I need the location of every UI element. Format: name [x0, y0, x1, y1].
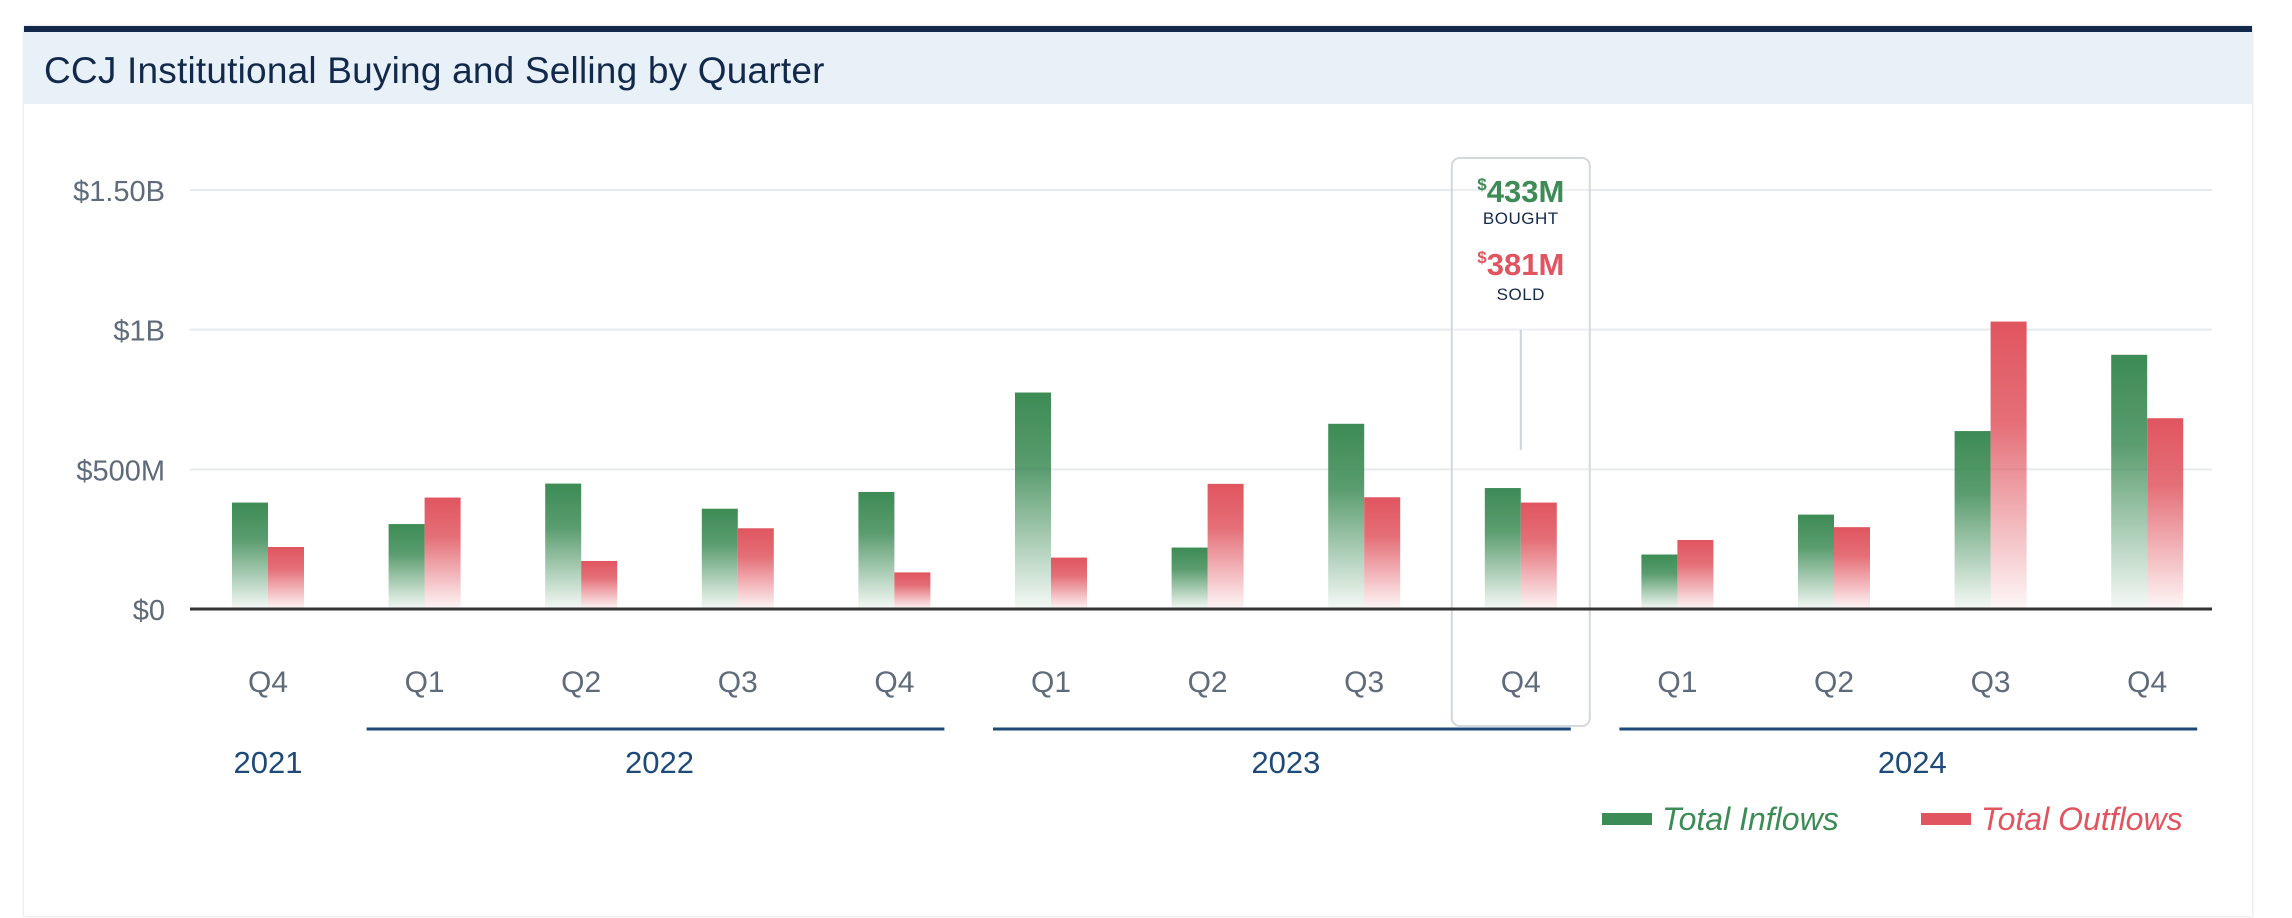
tooltip-bought-value: $433M: [1477, 174, 1564, 209]
y-axis-ticks: $0 $500M $1B $1.50B: [73, 176, 165, 627]
outflow-bar: [894, 572, 931, 609]
outflow-bar: [268, 546, 304, 609]
highlight-column: [1450, 157, 1591, 727]
outflow-bar: [1677, 540, 1714, 609]
y-tick-label: $500M: [76, 455, 165, 487]
inflow-bar: [1171, 547, 1208, 609]
inflow-bar: [1015, 392, 1051, 609]
inflow-bar: [1954, 431, 1991, 609]
outflow-bar: [737, 528, 774, 609]
year-label: 2022: [625, 745, 694, 780]
tooltip-bought-label: BOUGHT: [1483, 209, 1559, 228]
quarter-label: Q3: [1344, 666, 1384, 699]
outflow-bar: [581, 560, 618, 609]
inflow-bar: [388, 524, 425, 609]
inflow-bar: [701, 508, 738, 609]
inflow-bar: [2111, 354, 2148, 609]
quarter-label: Q2: [561, 666, 601, 699]
outflow-bar: [1364, 497, 1401, 609]
inflow-bar: [1641, 554, 1678, 609]
chart-card: CCJ Institutional Buying and Selling by …: [24, 26, 2252, 916]
quarter-label: Q2: [1814, 666, 1854, 699]
inflow-bar: [858, 491, 895, 609]
inflow-bar: [545, 483, 582, 609]
legend-outflow-label: Total Outflows: [1981, 801, 2183, 837]
legend: Total Inflows Total Outflows: [1602, 801, 2183, 837]
year-groups: 2021 2022 2023 2024: [234, 727, 2198, 780]
quarter-label: Q1: [1657, 666, 1697, 699]
outflow-bar: [1520, 502, 1557, 609]
outflow-bar: [424, 497, 461, 609]
legend-inflow-label: Total Inflows: [1662, 801, 1839, 837]
card-header: CCJ Institutional Buying and Selling by …: [24, 32, 2252, 104]
outflow-bar: [2147, 418, 2184, 609]
legend-outflow-swatch: [1921, 813, 1971, 825]
outflow-bar: [1051, 557, 1087, 609]
year-label: 2023: [1251, 745, 1320, 780]
outflow-bar: [1207, 483, 1244, 609]
inflow-bar: [1798, 514, 1834, 609]
year-label: 2024: [1878, 745, 1947, 780]
year-label: 2021: [234, 745, 303, 780]
tooltip-sold-label: SOLD: [1497, 285, 1545, 304]
inflow-bar: [1484, 488, 1521, 609]
y-tick-label: $0: [133, 595, 165, 627]
quarter-label: Q2: [1188, 666, 1228, 699]
x-axis-labels: Q4 Q1 Q2 Q3 Q4 Q1 Q2 Q3 Q4 Q1 Q2 Q3 Q4: [248, 666, 2167, 699]
quarter-label: Q4: [248, 666, 288, 699]
quarter-label: Q4: [1501, 666, 1541, 699]
tooltip-sold-value: $381M: [1477, 247, 1564, 282]
quarter-label: Q4: [2127, 666, 2167, 699]
quarter-label: Q1: [1031, 666, 1071, 699]
quarter-label: Q3: [718, 666, 758, 699]
quarter-label: Q1: [405, 666, 445, 699]
legend-inflow-swatch: [1602, 813, 1652, 825]
chart-title: CCJ Institutional Buying and Selling by …: [44, 50, 825, 91]
y-tick-label: $1.50B: [73, 176, 165, 208]
quarter-label: Q4: [874, 666, 914, 699]
gridlines: [190, 189, 2212, 471]
outflow-bar: [1834, 527, 1870, 609]
quarter-label: Q3: [1971, 666, 2011, 699]
inflow-bar: [232, 502, 268, 609]
y-tick-label: $1B: [113, 316, 165, 348]
bars: [232, 321, 2184, 609]
outflow-bar: [1990, 321, 2027, 609]
inflow-bar: [1328, 423, 1365, 609]
